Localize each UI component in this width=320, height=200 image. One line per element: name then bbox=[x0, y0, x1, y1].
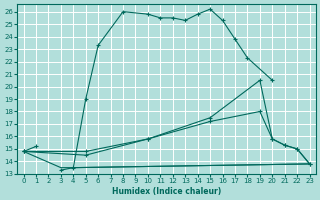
X-axis label: Humidex (Indice chaleur): Humidex (Indice chaleur) bbox=[112, 187, 221, 196]
